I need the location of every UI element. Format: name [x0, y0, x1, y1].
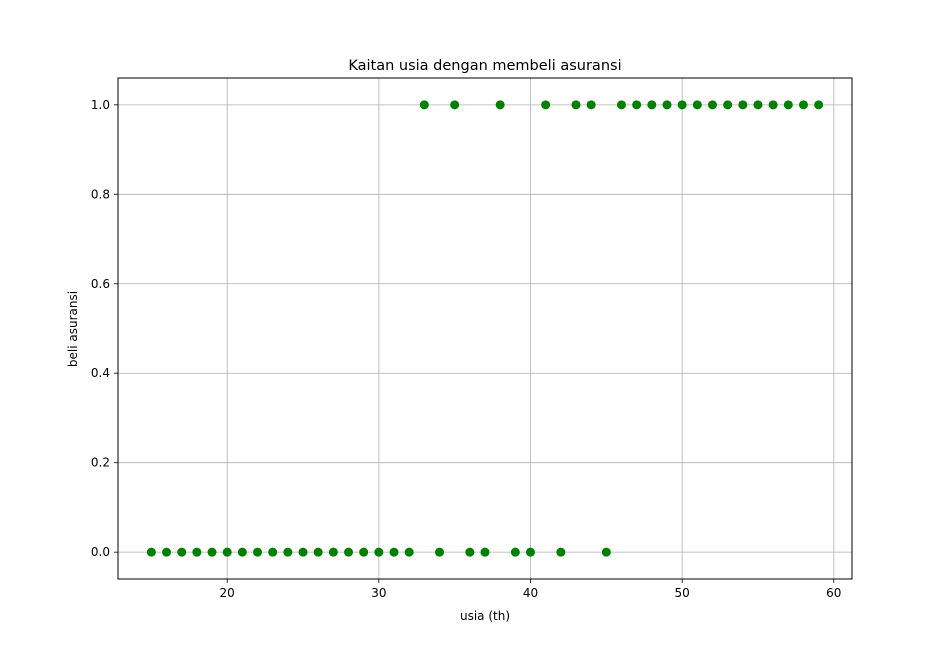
x-tick-label: 60: [826, 586, 841, 600]
data-point: [207, 547, 217, 557]
data-point: [389, 547, 399, 557]
data-point: [692, 100, 702, 110]
data-point: [662, 100, 672, 110]
x-axis-label: usia (th): [460, 609, 510, 623]
y-tick-label: 0.4: [91, 366, 110, 380]
data-point: [480, 547, 490, 557]
data-point: [798, 100, 808, 110]
data-point: [632, 100, 642, 110]
data-point: [783, 100, 793, 110]
y-tick-label: 0.2: [91, 456, 110, 470]
data-point: [495, 100, 505, 110]
data-point: [237, 547, 247, 557]
data-point: [374, 547, 384, 557]
data-point: [177, 547, 187, 557]
data-points: [146, 100, 824, 557]
data-point: [768, 100, 778, 110]
data-point: [616, 100, 626, 110]
data-point: [419, 100, 429, 110]
data-point: [146, 547, 156, 557]
data-point: [556, 547, 566, 557]
data-point: [344, 547, 354, 557]
y-axis-ticks: 0.0 0.2 0.4 0.6 0.8 1.0: [91, 98, 118, 559]
data-point: [677, 100, 687, 110]
data-point: [162, 547, 172, 557]
data-point: [268, 547, 278, 557]
data-point: [328, 547, 338, 557]
plot-frame: [117, 77, 853, 580]
data-point: [359, 547, 369, 557]
data-point: [253, 547, 263, 557]
y-tick-label: 0.0: [91, 545, 110, 559]
data-point: [707, 100, 717, 110]
x-axis-ticks: 20 30 40 50 60: [220, 579, 841, 600]
data-point: [435, 547, 445, 557]
data-point: [723, 100, 733, 110]
data-point: [313, 547, 323, 557]
data-point: [814, 100, 824, 110]
data-point: [601, 547, 611, 557]
x-tick-label: 50: [675, 586, 690, 600]
data-point: [510, 547, 520, 557]
y-tick-label: 1.0: [91, 98, 110, 112]
data-point: [525, 547, 535, 557]
x-tick-label: 20: [220, 586, 235, 600]
y-tick-label: 0.8: [91, 187, 110, 201]
data-point: [647, 100, 657, 110]
x-tick-label: 30: [371, 586, 386, 600]
chart-title: Kaitan usia dengan membeli asuransi: [348, 58, 621, 74]
data-point: [465, 547, 475, 557]
data-point: [450, 100, 460, 110]
data-point: [298, 547, 308, 557]
y-axis-label: beli asuransi: [66, 291, 80, 367]
data-point: [283, 547, 293, 557]
y-tick-label: 0.6: [91, 277, 110, 291]
data-point: [404, 547, 414, 557]
data-point: [541, 100, 551, 110]
data-point: [753, 100, 763, 110]
data-point: [586, 100, 596, 110]
data-point: [222, 547, 232, 557]
data-point: [571, 100, 581, 110]
x-tick-label: 40: [523, 586, 538, 600]
data-point: [738, 100, 748, 110]
data-point: [192, 547, 202, 557]
